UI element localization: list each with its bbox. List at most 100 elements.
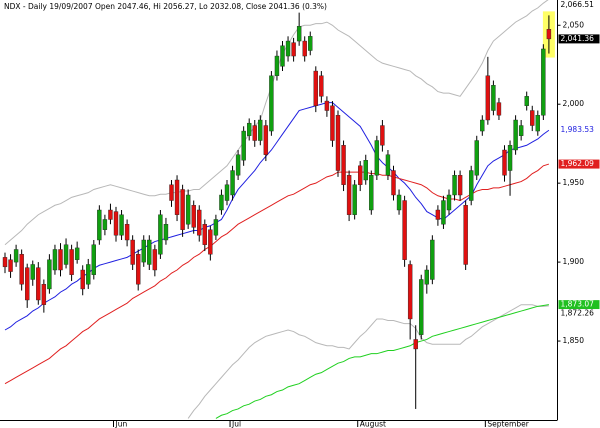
candle-body [324, 100, 330, 111]
candle-body [546, 29, 552, 40]
plot [2, 0, 555, 419]
indicator-line [187, 304, 549, 419]
candle-body [141, 239, 146, 263]
indicator-line [215, 304, 549, 419]
candle-body [480, 119, 485, 132]
candle-body [308, 36, 313, 51]
candle-body [335, 115, 341, 171]
candle-body [25, 267, 30, 301]
price-label-box [558, 125, 600, 135]
chart-title: NDX - Daily 19/09/2007 Open 2047.46, Hi … [4, 2, 327, 11]
candle-body [52, 249, 58, 271]
candle-body [446, 194, 452, 211]
candle-body [163, 224, 169, 241]
candle-body [485, 75, 491, 121]
candle-body [58, 249, 63, 271]
candle-body [530, 110, 535, 126]
candle-body [30, 264, 35, 280]
candle-body [502, 149, 507, 176]
candle-body [296, 26, 302, 42]
y-tick-label: 1,850 [563, 336, 585, 345]
candle-body [330, 105, 335, 141]
candle-body [424, 269, 429, 285]
x-tick-label: Jul [231, 420, 241, 428]
candle-body [41, 284, 47, 305]
candle-body [69, 249, 74, 275]
candle-body [363, 160, 368, 181]
candle-body [197, 209, 202, 236]
candle-body [513, 119, 518, 151]
candle-body [263, 125, 269, 155]
candle-body [269, 75, 274, 132]
price-label-box [558, 0, 600, 10]
candle-body [291, 42, 296, 57]
candle-body [435, 209, 441, 220]
candle-body [185, 194, 191, 225]
price-label-box [558, 159, 600, 169]
candle-body [507, 145, 513, 171]
candle-body [169, 184, 174, 201]
candle-body [102, 219, 108, 230]
price-label-box [558, 309, 600, 319]
candle-body [130, 239, 135, 265]
candle-body [496, 102, 502, 116]
candle-body [524, 96, 529, 106]
candle-body [235, 154, 241, 176]
candle-body [47, 259, 52, 290]
y-tick-label: 2,000 [563, 99, 585, 108]
x-tick-label: Jun [115, 420, 128, 428]
candle-body [341, 145, 346, 185]
y-tick-label: 1,950 [563, 178, 585, 187]
candle-body [469, 170, 474, 201]
candle-body [191, 205, 196, 228]
price-label: 1,983.53 [561, 125, 595, 134]
candle-body [274, 55, 280, 76]
candle-body [36, 267, 41, 301]
candle-body [252, 125, 257, 141]
candle-body [19, 254, 24, 285]
candle-body [147, 239, 152, 265]
candle-body [8, 259, 13, 272]
candle-body [374, 140, 380, 176]
price-label: 1,872.26 [561, 309, 595, 318]
candle-body [280, 45, 285, 67]
candle-body [241, 130, 246, 161]
candle-body [86, 264, 91, 285]
candle-body [385, 154, 391, 176]
candle-body [302, 40, 307, 57]
price-label-box [558, 34, 600, 44]
candle-body [346, 175, 352, 215]
candle-body [457, 175, 463, 196]
candle-body [407, 264, 413, 320]
candle-body [219, 194, 224, 211]
y-tick-label: 1,900 [563, 257, 585, 266]
candle-body [541, 48, 546, 116]
candle-body [119, 214, 124, 236]
candle-body [491, 85, 496, 111]
candle-body [91, 244, 97, 275]
candle-body [13, 249, 19, 263]
candle-body [224, 184, 230, 201]
y-tick-label: 2,050 [563, 20, 585, 29]
candle-body [258, 119, 263, 141]
candle-body [180, 189, 185, 230]
candle-body [413, 339, 418, 350]
candle-body [135, 254, 141, 285]
candle-body [391, 170, 396, 196]
candle-body [319, 75, 324, 97]
candle-body [452, 175, 457, 196]
candle-body [213, 219, 219, 236]
candle-body [463, 205, 468, 265]
candle-body [430, 239, 435, 280]
candle-body [74, 247, 80, 260]
price-label-box [558, 300, 600, 310]
candle-body [369, 175, 374, 211]
candle-body [419, 279, 424, 335]
candle-body [285, 40, 291, 57]
candle-body [80, 269, 85, 290]
candle-body [158, 214, 163, 255]
candle-body [124, 224, 130, 241]
candle-body [313, 70, 318, 106]
candle-body [402, 200, 407, 260]
